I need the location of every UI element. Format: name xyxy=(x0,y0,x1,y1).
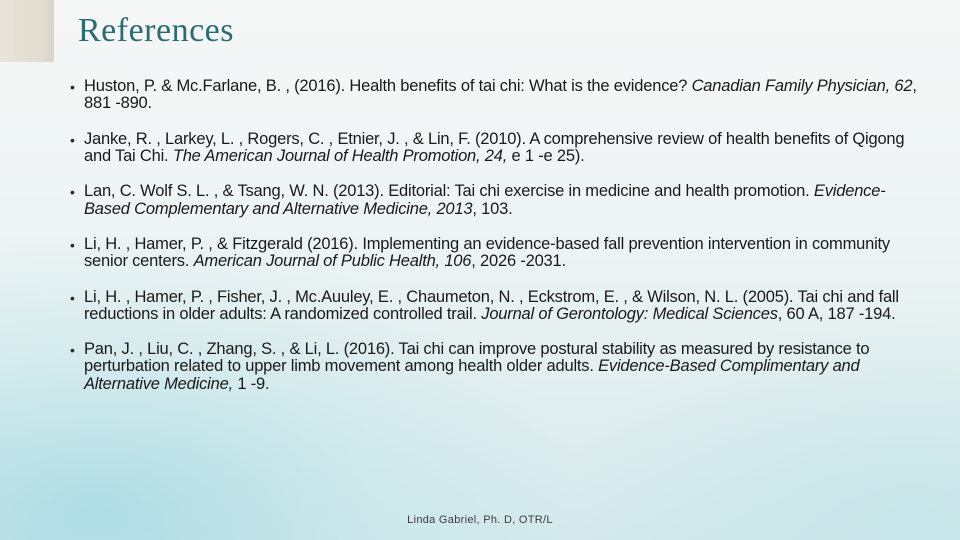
ref-italic: Journal of Gerontology: Medical Sciences xyxy=(481,305,778,323)
ref-plain: , 103. xyxy=(472,200,512,218)
title-accent-block xyxy=(0,0,54,62)
bullet-icon: • xyxy=(70,78,84,113)
ref-plain: , 60 A, 187 -194. xyxy=(778,305,896,323)
reference-text: Pan, J. , Liu, C. , Zhang, S. , & Li, L.… xyxy=(84,341,920,393)
reference-item: • Huston, P. & Mc.Farlane, B. , (2016). … xyxy=(70,78,920,113)
reference-text: Janke, R. , Larkey, L. , Rogers, C. , Et… xyxy=(84,131,920,166)
ref-plain: Huston, P. & Mc.Farlane, B. , (2016). He… xyxy=(84,77,692,95)
bullet-icon: • xyxy=(70,131,84,166)
slide-title: References xyxy=(78,12,234,50)
reference-item: • Janke, R. , Larkey, L. , Rogers, C. , … xyxy=(70,131,920,166)
ref-plain: Lan, C. Wolf S. L. , & Tsang, W. N. (201… xyxy=(84,182,814,200)
bullet-icon: • xyxy=(70,341,84,393)
reference-text: Li, H. , Hamer, P. , Fisher, J. , Mc.Auu… xyxy=(84,289,920,324)
bullet-icon: • xyxy=(70,289,84,324)
bullet-icon: • xyxy=(70,236,84,271)
ref-plain: 1 -9. xyxy=(237,375,269,393)
ref-italic: Canadian Family Physician, 62 xyxy=(692,77,913,95)
ref-plain: , 2026 -2031. xyxy=(471,252,566,270)
ref-plain: e 1 -e 25). xyxy=(512,147,585,165)
references-list: • Huston, P. & Mc.Farlane, B. , (2016). … xyxy=(70,78,920,411)
reference-item: • Pan, J. , Liu, C. , Zhang, S. , & Li, … xyxy=(70,341,920,393)
footer-credit: Linda Gabriel, Ph. D, OTR/L xyxy=(0,514,960,526)
ref-italic: The American Journal of Health Promotion… xyxy=(173,147,512,165)
bullet-icon: • xyxy=(70,183,84,218)
reference-text: Lan, C. Wolf S. L. , & Tsang, W. N. (201… xyxy=(84,183,920,218)
reference-text: Huston, P. & Mc.Farlane, B. , (2016). He… xyxy=(84,78,920,113)
ref-italic: American Journal of Public Health, 106 xyxy=(194,252,472,270)
reference-item: • Li, H. , Hamer, P. , Fisher, J. , Mc.A… xyxy=(70,289,920,324)
reference-text: Li, H. , Hamer, P. , & Fitzgerald (2016)… xyxy=(84,236,920,271)
reference-item: • Li, H. , Hamer, P. , & Fitzgerald (201… xyxy=(70,236,920,271)
title-bar: References xyxy=(0,0,960,62)
reference-item: • Lan, C. Wolf S. L. , & Tsang, W. N. (2… xyxy=(70,183,920,218)
